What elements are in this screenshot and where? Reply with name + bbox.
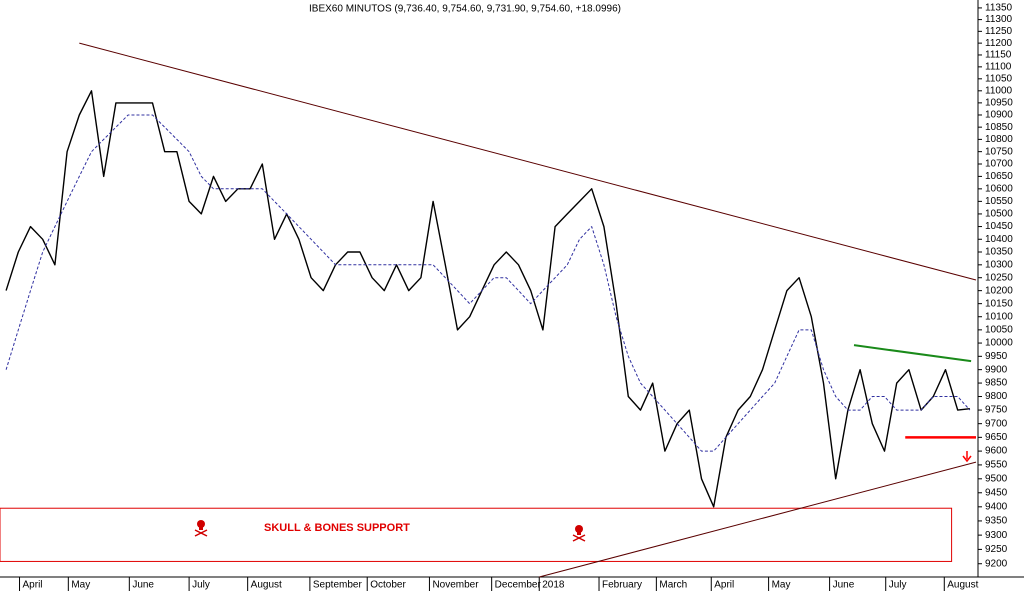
y-tick-label: 11050 bbox=[985, 73, 1013, 84]
y-tick-label: 10000 bbox=[985, 338, 1013, 349]
support-zone bbox=[0, 507, 953, 562]
y-tick-label: 10100 bbox=[985, 311, 1013, 322]
support-zone-group bbox=[0, 507, 953, 562]
skull-icon bbox=[194, 520, 208, 537]
y-tick-label: 10800 bbox=[985, 134, 1013, 145]
y-tick-label: 10200 bbox=[985, 285, 1013, 296]
y-tick-label: 10600 bbox=[985, 183, 1013, 194]
moving-average-line bbox=[5, 114, 971, 452]
y-tick-label: 9700 bbox=[985, 418, 1008, 429]
y-tick-label: 10500 bbox=[985, 209, 1013, 220]
y-tick-label: 9500 bbox=[985, 473, 1008, 484]
y-tick-label: 9450 bbox=[985, 487, 1008, 498]
y-tick-label: 10850 bbox=[985, 122, 1013, 133]
chart-title: IBEX60 MINUTOS (9,736.40, 9,754.60, 9,73… bbox=[309, 4, 621, 15]
y-tick-label: 10250 bbox=[985, 272, 1013, 283]
y-tick-label: 10650 bbox=[985, 171, 1013, 182]
x-tick-label: March bbox=[659, 580, 687, 591]
y-tick-label: 9250 bbox=[985, 544, 1008, 555]
x-tick-label: February bbox=[602, 580, 642, 591]
x-tick-label: June bbox=[132, 580, 154, 591]
x-tick-label: November bbox=[432, 580, 479, 591]
y-tick-label: 10550 bbox=[985, 196, 1013, 207]
y-tick-label: 10950 bbox=[985, 98, 1013, 109]
y-tick-label: 9550 bbox=[985, 460, 1008, 471]
y-tick-label: 10050 bbox=[985, 324, 1013, 335]
x-tick-label: July bbox=[889, 580, 907, 591]
y-tick-label: 10750 bbox=[985, 146, 1013, 157]
y-tick-label: 10150 bbox=[985, 298, 1013, 309]
x-tick-label: July bbox=[192, 580, 210, 591]
y-tick-label: 9350 bbox=[985, 516, 1008, 527]
y-tick-label: 11200 bbox=[985, 38, 1013, 49]
price-line bbox=[5, 90, 970, 508]
y-tick-label: 9950 bbox=[985, 351, 1008, 362]
x-tick-label: May bbox=[71, 580, 90, 591]
x-tick-label: June bbox=[833, 580, 855, 591]
support-label: SKULL & BONES SUPPORT bbox=[264, 522, 410, 534]
y-tick-label: 9850 bbox=[985, 378, 1008, 389]
y-tick-label: 9200 bbox=[985, 558, 1008, 569]
y-tick-label: 9600 bbox=[985, 446, 1008, 457]
x-tick-label: September bbox=[313, 580, 363, 591]
y-tick-label: 10900 bbox=[985, 110, 1013, 121]
trendline bbox=[853, 344, 972, 363]
y-tick-label: 11150 bbox=[985, 50, 1012, 61]
x-tick-label: May bbox=[772, 580, 791, 591]
y-tick-label: 10450 bbox=[985, 221, 1013, 232]
y-tick-label: 11350 bbox=[985, 3, 1013, 14]
y-tick-label: 9300 bbox=[985, 530, 1008, 541]
x-tick-label: October bbox=[370, 580, 406, 591]
y-tick-label: 10350 bbox=[985, 247, 1013, 258]
y-tick-label: 9750 bbox=[985, 405, 1008, 416]
skull-icon bbox=[572, 525, 586, 542]
y-tick-label: 9650 bbox=[985, 432, 1008, 443]
x-tick-label: 2018 bbox=[542, 580, 565, 591]
y-tick-label: 9800 bbox=[985, 391, 1008, 402]
x-tick-label: April bbox=[23, 580, 43, 591]
y-tick-label: 11250 bbox=[985, 26, 1013, 37]
x-tick-label: August bbox=[251, 580, 282, 591]
y-tick-label: 11000 bbox=[985, 85, 1013, 96]
x-tick-label: August bbox=[947, 580, 978, 591]
y-tick-label: 11300 bbox=[985, 14, 1013, 25]
y-tick-label: 9400 bbox=[985, 501, 1008, 512]
x-tick-label: December bbox=[495, 580, 542, 591]
y-tick-label: 9900 bbox=[985, 364, 1008, 375]
y-tick-label: 10300 bbox=[985, 259, 1013, 270]
y-tick-label: 10400 bbox=[985, 234, 1013, 245]
down-arrow bbox=[962, 451, 972, 463]
trendline bbox=[79, 42, 977, 281]
trendline bbox=[539, 461, 977, 578]
y-tick-label: 10700 bbox=[985, 159, 1013, 170]
y-tick-label: 11100 bbox=[985, 62, 1012, 73]
x-tick-label: April bbox=[714, 580, 734, 591]
